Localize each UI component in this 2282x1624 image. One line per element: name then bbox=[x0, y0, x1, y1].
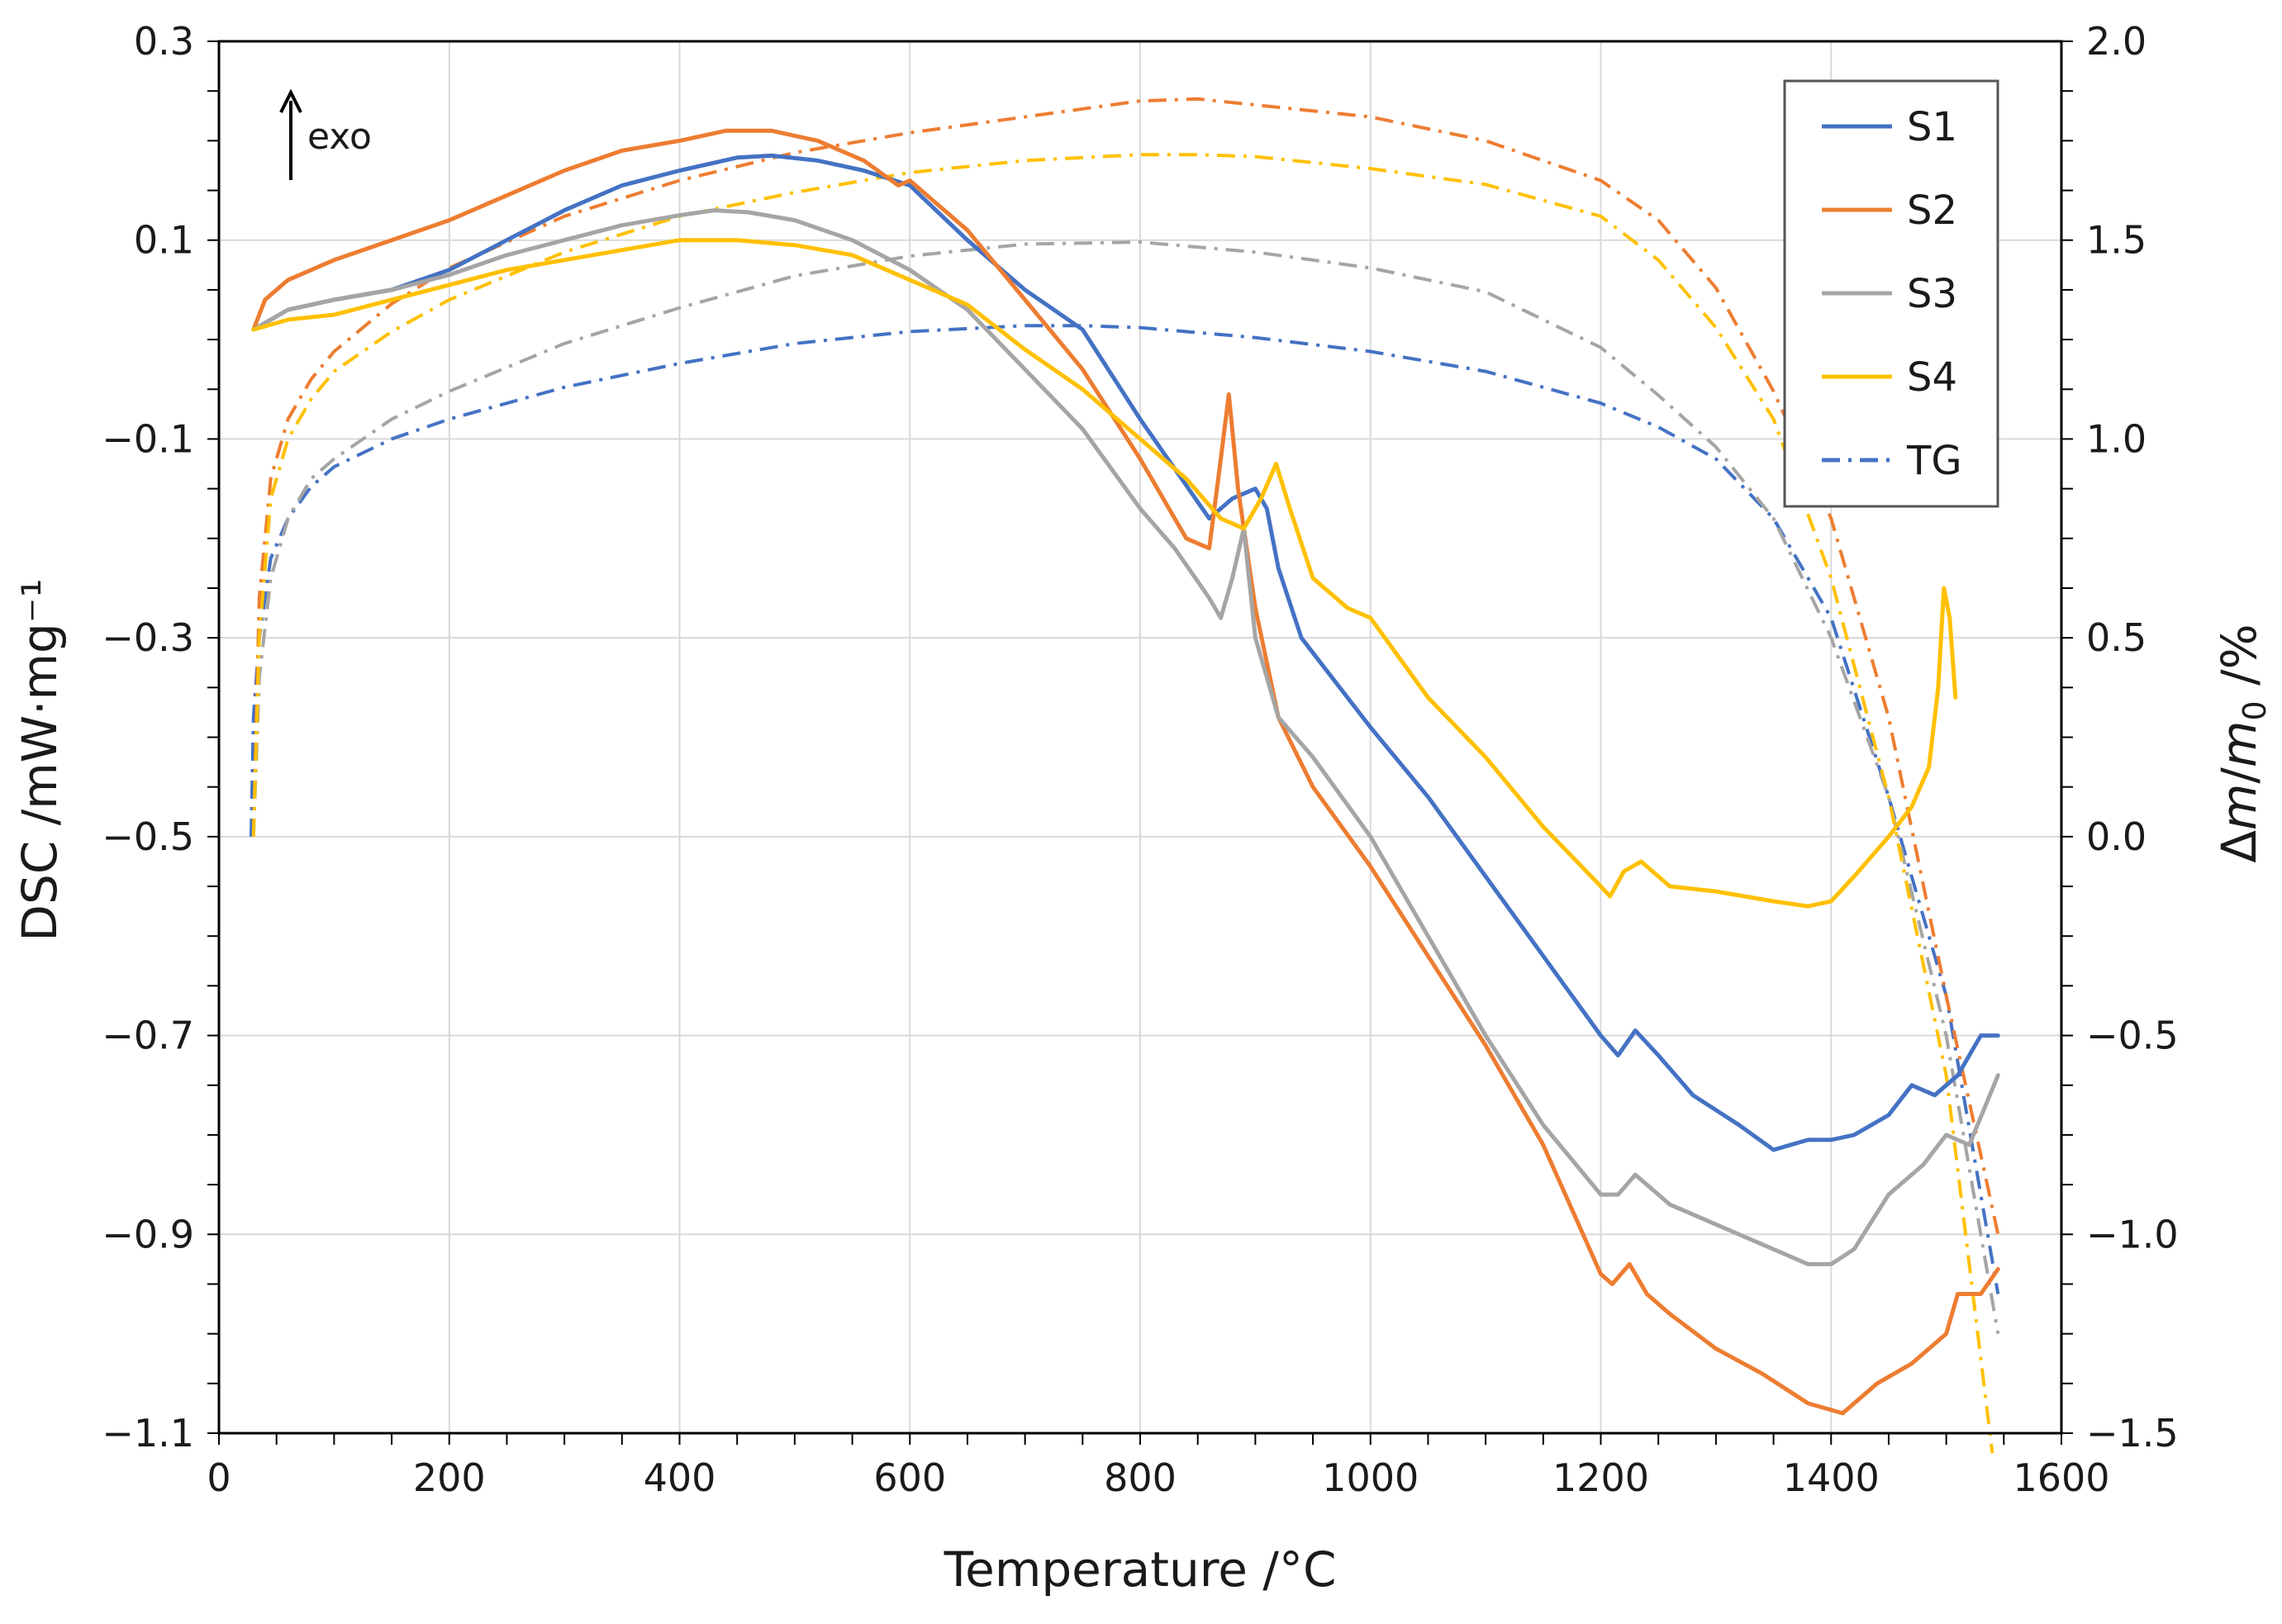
legend-label-s3: S3 bbox=[1907, 271, 1957, 317]
x-tick-label: 600 bbox=[873, 1455, 946, 1500]
y-right-tick-label: −1.0 bbox=[2086, 1212, 2179, 1256]
dsc-lines bbox=[251, 128, 2000, 1416]
y-right-tick-labels: 2.0 1.5 1.0 0.5 0.0 −0.5 −1.0 −1.5 bbox=[2086, 19, 2179, 1455]
x-tick-labels: 0 200 400 600 800 1000 1200 1400 1600 bbox=[207, 1455, 2109, 1500]
y-left-tick-label: 0.1 bbox=[134, 218, 194, 263]
x-tick-label: 1400 bbox=[1783, 1455, 1880, 1500]
tg-line-tg-s4 bbox=[251, 153, 1994, 1454]
y-left-tick-label: −0.3 bbox=[102, 615, 194, 660]
y-left-tick-labels: 0.3 0.1 −0.1 −0.3 −0.5 −0.7 −0.9 −1.1 bbox=[102, 19, 194, 1455]
x-tick-label: 0 bbox=[207, 1455, 231, 1500]
y-right-tick-label: 0.5 bbox=[2086, 615, 2147, 660]
y-left-tick-label: −0.5 bbox=[102, 814, 194, 859]
x-tick-label: 1000 bbox=[1322, 1455, 1419, 1500]
legend-label-s1: S1 bbox=[1907, 104, 1957, 150]
exo-label: exo bbox=[307, 116, 372, 158]
plot-frame bbox=[217, 40, 2063, 1435]
dsc-line-s1 bbox=[251, 153, 2000, 1152]
x-tick-label: 800 bbox=[1104, 1455, 1177, 1500]
y-left-tick-label: −0.9 bbox=[102, 1212, 194, 1256]
minor-ticks bbox=[207, 40, 2073, 1445]
legend-label-s4: S4 bbox=[1907, 354, 1957, 401]
y-right-tick-label: −0.5 bbox=[2086, 1014, 2179, 1058]
y-left-tick-label: −0.7 bbox=[102, 1014, 194, 1058]
x-axis-title: Temperature /°C bbox=[944, 1541, 1337, 1598]
y-left-axis-title: DSC /mW·mg⁻¹ bbox=[12, 578, 68, 941]
tg-line-tg-s3 bbox=[251, 240, 2000, 1334]
dsc-line-s2 bbox=[251, 128, 2000, 1416]
legend-label-tg: TG bbox=[1906, 438, 1962, 484]
dsc-line-s3 bbox=[251, 208, 2000, 1266]
y-right-tick-label: 1.0 bbox=[2086, 416, 2147, 461]
y-right-tick-label: 0.0 bbox=[2086, 814, 2147, 859]
y-left-tick-label: −1.1 bbox=[102, 1411, 194, 1455]
exo-arrowhead-icon bbox=[279, 88, 302, 113]
dsc-line-s4 bbox=[251, 238, 1958, 909]
exo-annotation: exo bbox=[279, 88, 372, 180]
x-tick-label: 1600 bbox=[2013, 1455, 2109, 1500]
x-tick-label: 1200 bbox=[1552, 1455, 1649, 1500]
y-left-tick-label: −0.1 bbox=[102, 416, 194, 461]
y-right-tick-label: −1.5 bbox=[2086, 1411, 2179, 1455]
x-tick-label: 200 bbox=[413, 1455, 486, 1500]
y-left-tick-label: 0.3 bbox=[134, 19, 194, 64]
y-right-tick-label: 1.5 bbox=[2086, 218, 2147, 263]
legend: S1 S2 S3 S4 TG bbox=[1783, 79, 1999, 508]
y-right-tick-label: 2.0 bbox=[2086, 19, 2147, 64]
tg-line-tg-s1 bbox=[250, 324, 2000, 1294]
x-tick-label: 400 bbox=[644, 1455, 716, 1500]
tg-lines bbox=[250, 97, 2000, 1454]
legend-label-s2: S2 bbox=[1907, 188, 1957, 234]
tg-line-tg-s2 bbox=[251, 97, 2000, 1235]
y-right-axis-title: Δm/m0 /% bbox=[2211, 624, 2273, 863]
